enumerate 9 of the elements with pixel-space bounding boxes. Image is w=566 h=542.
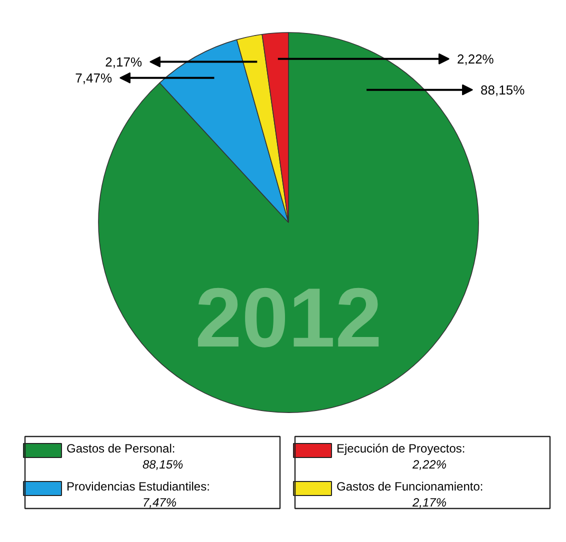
legend-label: Gastos de Funcionamiento: 2,17% xyxy=(336,480,484,510)
data-label: 88,15% xyxy=(480,82,526,98)
legend-label: Gastos de Personal: 88,15% xyxy=(66,442,184,472)
text: 2012 xyxy=(195,270,382,364)
legend-label: Ejecución de Proyectos: 2,22% xyxy=(336,442,466,472)
data-label: 2,17% xyxy=(105,54,142,70)
data-label: 7,47% xyxy=(75,70,112,86)
legend-label: Providencias Estudiantiles: 7,47% xyxy=(66,480,210,510)
data-label: 2,22% xyxy=(457,51,494,66)
